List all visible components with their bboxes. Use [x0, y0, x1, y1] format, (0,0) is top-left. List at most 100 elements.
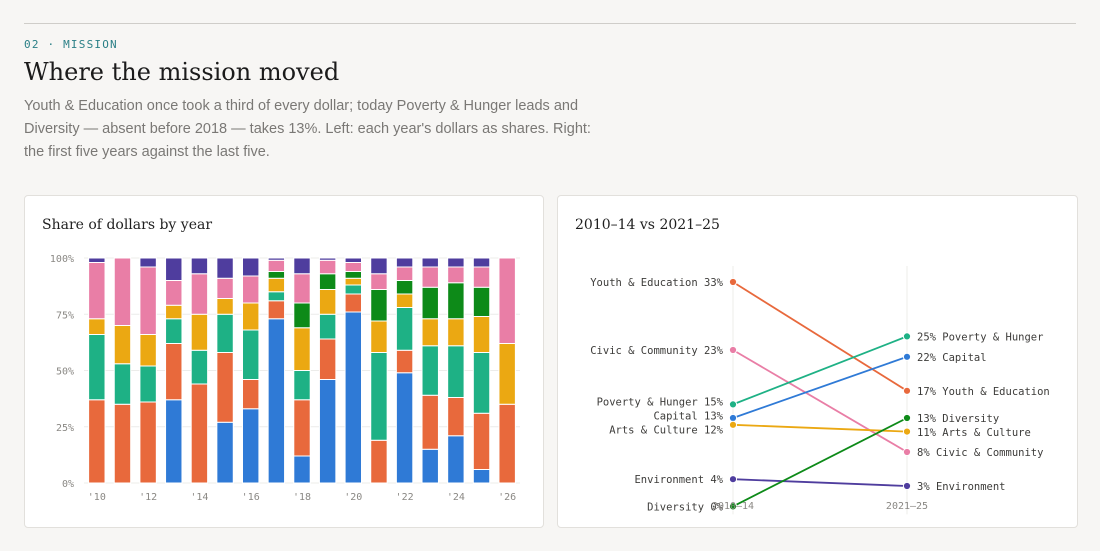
bar-segment-diversity	[293, 302, 311, 329]
slope-label-right: 25% Poverty & Hunger	[917, 331, 1043, 343]
bar-segment-youth-and-education	[498, 403, 516, 484]
slope-label-left: Poverty & Hunger 15%	[597, 397, 724, 409]
slope-chart: Youth & Education 33% Civic & Community 2…	[590, 266, 1050, 515]
bar-segment-arts-and-culture	[216, 298, 234, 315]
bar-segment-diversity	[318, 273, 337, 290]
bar-segment-environment	[190, 257, 209, 275]
bar-segment-capital	[216, 421, 234, 484]
bar-segment-youth-and-education	[190, 383, 209, 484]
x-tick-label: '22	[396, 492, 414, 503]
slope-line-environment	[732, 478, 908, 487]
slope-label-right: 13% Diversity	[917, 413, 999, 425]
slope-point-start-poverty-and-hunger	[728, 400, 738, 409]
bar-segment-youth-and-education	[139, 401, 157, 484]
bar-segment-civic-and-community	[88, 262, 106, 320]
slope-label-left: Environment 4%	[634, 474, 723, 486]
bar-segment-capital	[318, 379, 337, 484]
bar-segment-capital	[447, 435, 465, 484]
bar-segment-diversity	[370, 289, 388, 322]
bar-segment-arts-and-culture	[267, 277, 286, 293]
x-tick-label: '16	[242, 492, 260, 503]
bar-segment-arts-and-culture	[190, 313, 209, 351]
bar-segment-civic-and-community	[113, 257, 132, 326]
bar-segment-capital	[344, 311, 363, 484]
x-tick-label: '18	[293, 492, 311, 503]
bar-segment-youth-and-education	[395, 349, 414, 374]
bar-segment-environment	[395, 257, 414, 268]
slope-label-left: Capital 13%	[653, 411, 723, 423]
bar-segment-poverty-and-hunger	[447, 345, 465, 398]
y-tick-label: 100%	[50, 254, 74, 265]
bar-segment-arts-and-culture	[241, 302, 260, 331]
y-tick-label: 0%	[62, 479, 74, 490]
bar-segment-capital	[421, 448, 439, 484]
stacked-bar-chart: 0% 25% 50% 75% 100% '10 '12 '14 '16 '18 '20 '22 '24 '…	[50, 254, 520, 503]
bar-segment-civic-and-community	[370, 273, 388, 290]
bar-segment-poverty-and-hunger	[165, 318, 183, 344]
slope-label-left: Arts & Culture 12%	[609, 425, 723, 437]
slope-point-start-capital	[728, 413, 738, 423]
bar-segment-diversity	[421, 286, 439, 320]
bar-segment-civic-and-community	[447, 266, 465, 284]
bar-segment-civic-and-community	[267, 259, 286, 272]
bar-segment-poverty-and-hunger	[88, 334, 106, 401]
slope-label-right: 8% Civic & Community	[917, 447, 1043, 459]
bar-segment-civic-and-community	[498, 257, 516, 344]
bar-segment-arts-and-culture	[318, 289, 337, 315]
bar-segment-diversity	[395, 280, 414, 295]
bar-segment-poverty-and-hunger	[344, 284, 363, 295]
slope-point-start-environment	[728, 475, 738, 484]
slope-line-diversity	[732, 417, 908, 508]
slope-label-right: 22% Capital	[917, 352, 987, 364]
bar-segment-civic-and-community	[165, 280, 183, 306]
slope-point-end-diversity	[902, 413, 912, 423]
bar-segment-environment	[344, 257, 363, 263]
bar-segment-capital	[267, 318, 286, 484]
y-tick-label: 25%	[56, 423, 74, 434]
bar-segment-poverty-and-hunger	[216, 313, 234, 353]
section-eyebrow: 02 · MISSION	[24, 38, 118, 51]
bar-segment-environment	[421, 257, 439, 268]
slope-line-capital	[732, 355, 908, 419]
section-rule	[24, 23, 1076, 24]
bar-segment-poverty-and-hunger	[241, 329, 260, 380]
bar-segment-youth-and-education	[216, 352, 234, 423]
bar-segment-youth-and-education	[447, 397, 465, 437]
slope-period-label: 2010–14	[712, 501, 754, 512]
y-tick-label: 75%	[56, 310, 74, 321]
bar-segment-youth-and-education	[113, 403, 132, 484]
bar-segment-arts-and-culture	[139, 334, 157, 367]
slope-label-right: 3% Environment	[917, 481, 1006, 493]
bar-segment-poverty-and-hunger	[293, 370, 311, 401]
bar-segment-capital	[165, 399, 183, 484]
bar-segment-capital	[241, 408, 260, 484]
bar-segment-arts-and-culture	[344, 277, 363, 286]
bar-segment-environment	[241, 257, 260, 277]
bar-segment-diversity	[344, 271, 363, 279]
bar-segment-youth-and-education	[241, 379, 260, 410]
slope-point-start-diversity	[728, 502, 738, 511]
bar-chart-title: Share of dollars by year	[42, 217, 213, 233]
section-lede: Youth & Education once took a third of e…	[24, 98, 591, 160]
y-tick-label: 50%	[56, 367, 74, 378]
x-tick-label: '24	[447, 492, 465, 503]
bar-segment-poverty-and-hunger	[395, 307, 414, 351]
bar-segment-capital	[395, 372, 414, 484]
slope-line-civic-and-community	[732, 349, 908, 453]
slope-point-end-civic-and-community	[902, 447, 912, 457]
bar-segment-youth-and-education	[421, 394, 439, 450]
bar-segment-poverty-and-hunger	[113, 363, 132, 405]
bar-segment-arts-and-culture	[293, 327, 311, 371]
bar-segment-capital	[472, 469, 491, 484]
bar-segment-youth-and-education	[370, 439, 388, 484]
bar-segment-youth-and-education	[472, 412, 491, 470]
bar-segment-environment	[370, 257, 388, 275]
slope-chart-card: 2010–14 vs 2021–25 Youth & Education 33%…	[557, 195, 1078, 528]
bar-segment-youth-and-education	[88, 399, 106, 484]
bar-segment-civic-and-community	[190, 273, 209, 315]
bar-segment-youth-and-education	[318, 338, 337, 380]
slope-chart-title: 2010–14 vs 2021–25	[575, 217, 720, 233]
slope-point-end-poverty-and-hunger	[902, 332, 912, 341]
slope-line-arts-and-culture	[732, 423, 908, 433]
bar-segment-poverty-and-hunger	[139, 365, 157, 403]
